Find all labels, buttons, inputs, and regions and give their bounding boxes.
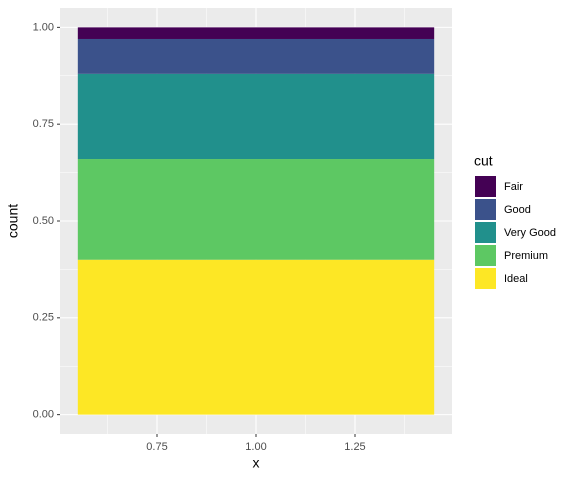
bar-segment: [77, 73, 435, 160]
y-tick-label: 1.00: [33, 21, 54, 33]
x-tick-label: 1.00: [245, 441, 266, 453]
x-axis-title: x: [253, 455, 260, 471]
y-tick-label: 0.75: [33, 118, 54, 130]
legend-label: Fair: [504, 181, 523, 193]
bar-segment: [77, 27, 435, 39]
y-tick-label: 0.50: [33, 215, 54, 227]
legend-key: [475, 199, 496, 220]
legend-label: Good: [504, 204, 531, 216]
y-axis-title: count: [5, 204, 21, 238]
legend-title: cut: [474, 153, 493, 169]
bar-segment: [77, 259, 435, 415]
x-tick-label: 1.25: [344, 441, 365, 453]
legend-label: Premium: [504, 250, 548, 262]
x-tick-label: 0.75: [146, 441, 167, 453]
y-tick-label: 0.25: [33, 312, 54, 324]
y-tick-label: 0.00: [33, 409, 54, 421]
legend-key: [475, 245, 496, 266]
bar-segment: [77, 159, 435, 260]
legend-key: [475, 176, 496, 197]
legend-label: Ideal: [504, 273, 528, 285]
legend-key: [475, 222, 496, 243]
legend-key: [475, 268, 496, 289]
bar-segment: [77, 38, 435, 74]
legend-label: Very Good: [504, 227, 556, 239]
